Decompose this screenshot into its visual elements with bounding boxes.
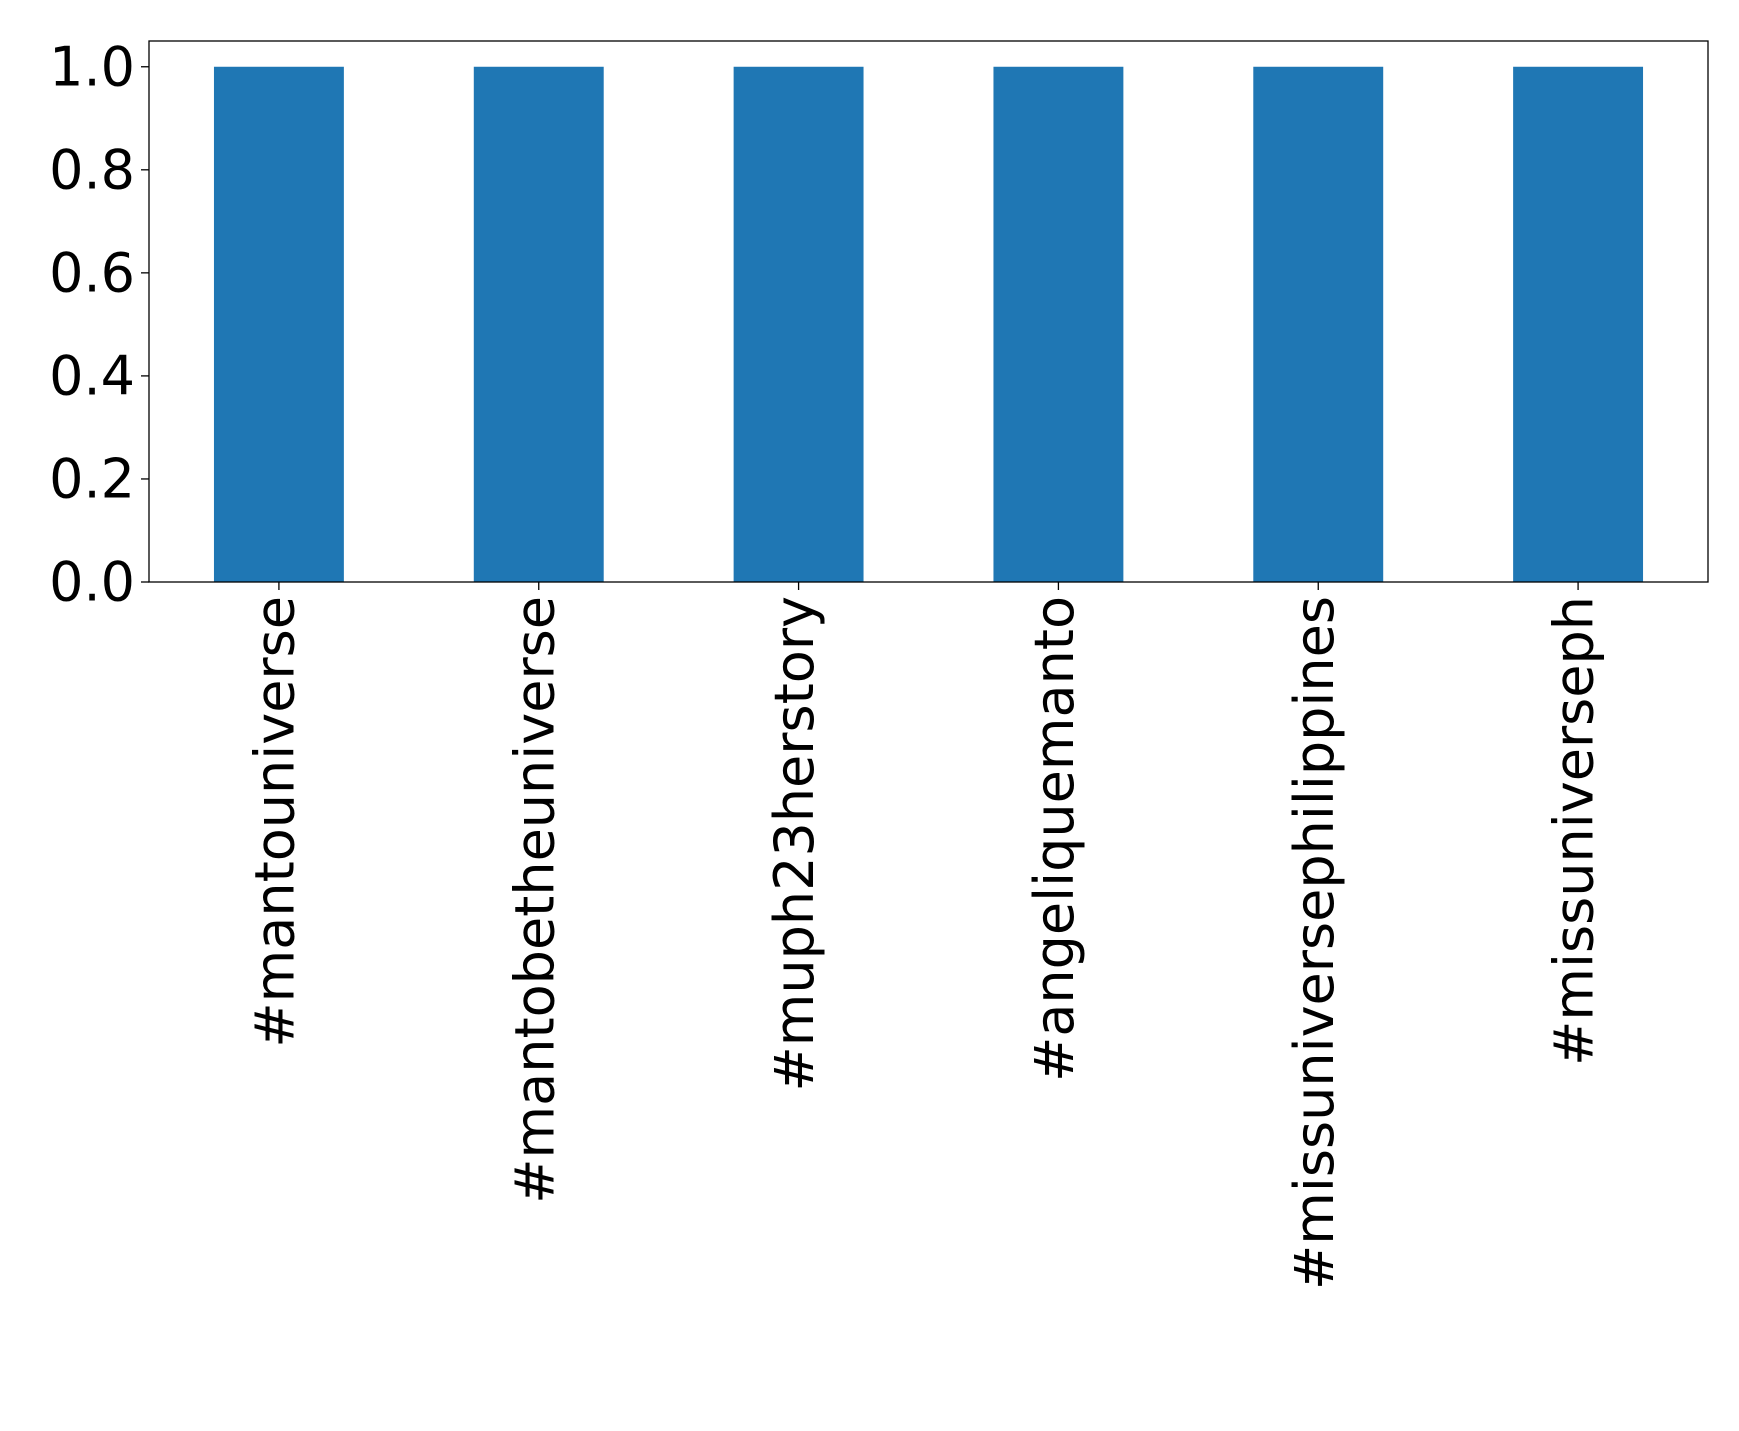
bar [1513, 66, 1644, 582]
x-tick-label: #mantouniverse [244, 596, 307, 1048]
y-tick-label: 0.6 [49, 241, 135, 304]
y-tick-label: 0.0 [49, 551, 135, 614]
bar [733, 66, 864, 582]
x-tick-label: #angeliquemanto [1023, 596, 1086, 1082]
x-tick-label: #missuniversephilippines [1283, 596, 1346, 1290]
bar [993, 66, 1124, 582]
bar [213, 66, 344, 582]
bar [473, 66, 604, 582]
bar [1253, 66, 1384, 582]
plot-frame [148, 40, 1709, 583]
x-tick-label: #muph23herstory [763, 596, 826, 1091]
y-tick-label: 0.4 [49, 344, 135, 407]
y-tick-label: 0.2 [49, 447, 135, 510]
x-tick-label: #missuniverseph [1543, 596, 1606, 1066]
x-tick-label: #mantobetheuniverse [503, 596, 566, 1204]
y-tick-label: 1.0 [49, 35, 135, 98]
y-tick-label: 0.8 [49, 138, 135, 201]
